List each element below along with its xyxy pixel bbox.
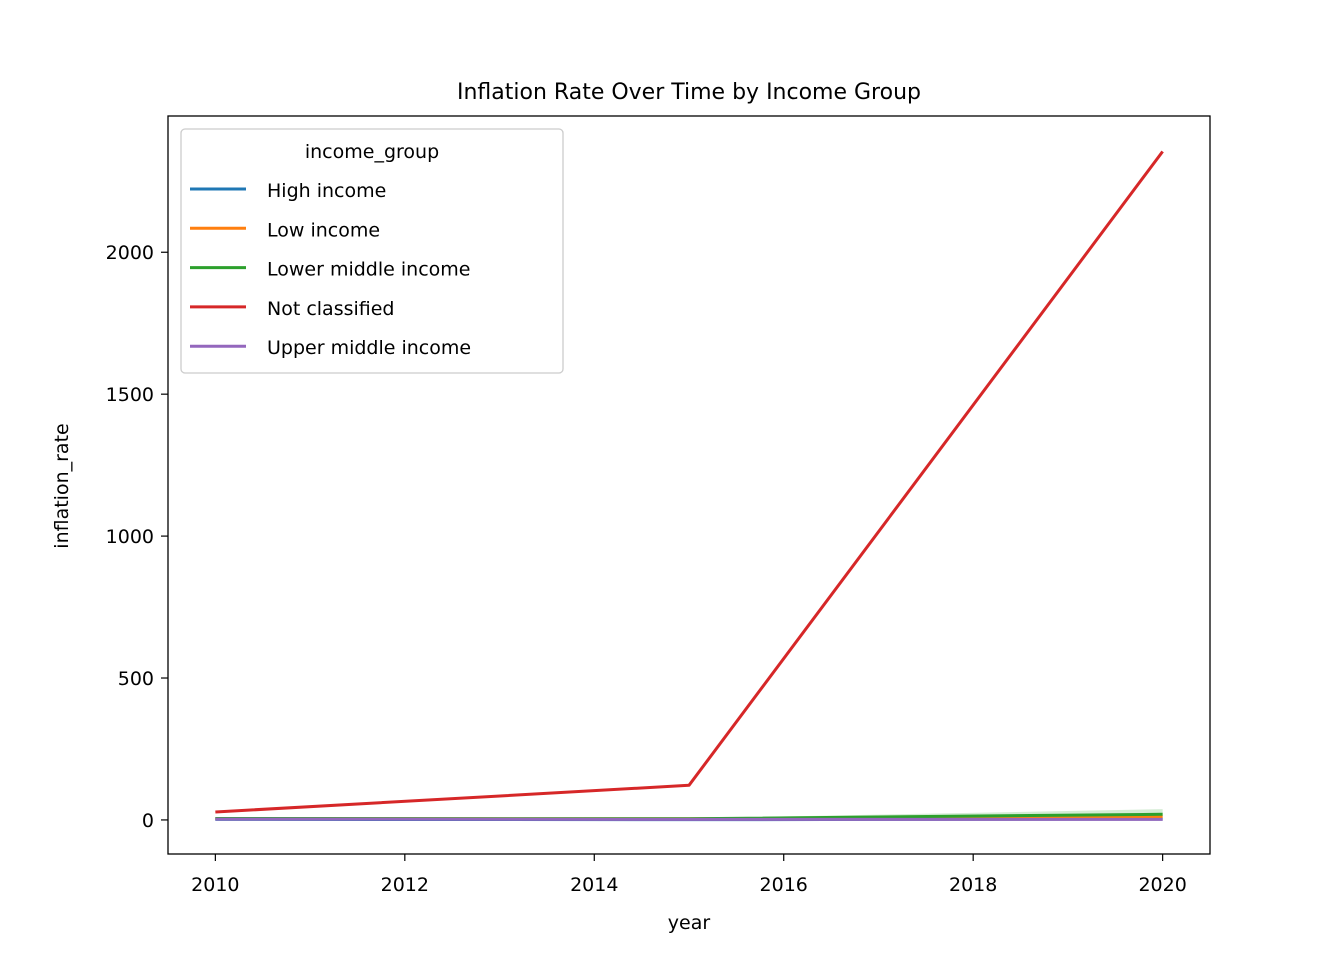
- legend-label-lower-middle-income: Lower middle income: [267, 259, 470, 281]
- x-axis-ticks: 2010 2012 2014 2016 2018 2020: [191, 854, 1187, 896]
- y-axis-ticks: 0 500 1000 1500 2000: [106, 242, 168, 832]
- legend-title: income_group: [305, 141, 439, 163]
- legend: income_group High income Low income Lower …: [180, 128, 564, 374]
- x-tick-label: 2018: [949, 874, 997, 896]
- y-tick-label: 500: [118, 668, 154, 690]
- y-tick-label: 1000: [106, 526, 154, 548]
- x-tick-label: 2012: [381, 874, 429, 896]
- y-tick-label: 0: [142, 810, 154, 832]
- x-tick-label: 2016: [760, 874, 808, 896]
- x-axis-label: year: [668, 912, 711, 934]
- legend-box: [180, 128, 564, 374]
- series-line-not-classified: [215, 150, 1164, 814]
- legend-label-upper-middle-income: Upper middle income: [267, 337, 471, 359]
- legend-entries: High income Low income Lower middle income…: [190, 180, 471, 359]
- chart-title: Inflation Rate Over Time by Income Group: [457, 80, 921, 105]
- y-tick-label: 1500: [106, 384, 154, 406]
- legend-label-high-income: High income: [267, 180, 386, 202]
- x-tick-label: 2020: [1138, 874, 1186, 896]
- series-lines: [215, 150, 1164, 822]
- legend-label-not-classified: Not classified: [267, 298, 395, 320]
- x-tick-label: 2010: [191, 874, 239, 896]
- y-axis-label: inflation_rate: [51, 423, 73, 548]
- legend-label-low-income: Low income: [267, 219, 380, 241]
- plot-frame: [167, 115, 1211, 855]
- x-tick-label: 2014: [570, 874, 618, 896]
- y-tick-label: 2000: [106, 242, 154, 264]
